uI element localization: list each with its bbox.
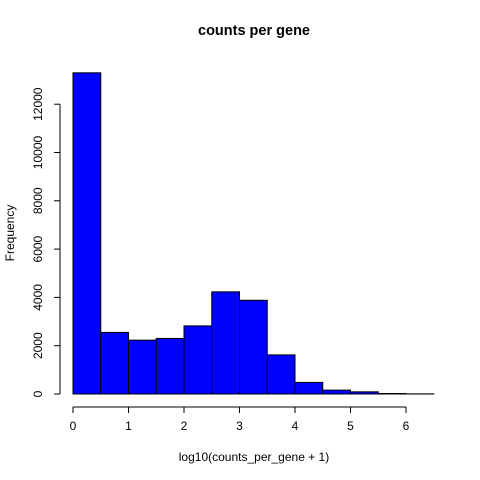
y-axis: 0 2000 4000 6000 8000 10000 12000 — [31, 87, 61, 397]
y-tick-label: 12000 — [31, 87, 45, 121]
histogram-bar-10 — [350, 391, 379, 395]
x-tick-label: 0 — [70, 419, 77, 433]
histogram-bar-9 — [322, 389, 351, 395]
x-axis-label: log10(counts_per_gene + 1) — [179, 450, 329, 464]
chart-title: counts per gene — [198, 23, 310, 39]
histogram-bar-0 — [72, 72, 102, 395]
y-tick-label: 2000 — [31, 332, 45, 359]
histogram-bar-4 — [183, 325, 213, 395]
bars-group — [72, 72, 435, 395]
x-tick-label: 1 — [125, 419, 132, 433]
histogram-bar-1 — [100, 331, 129, 395]
y-tick-label: 6000 — [31, 235, 45, 262]
histogram-bar-5 — [211, 291, 240, 395]
y-tick-label: 10000 — [31, 135, 45, 169]
x-tick-label: 2 — [181, 419, 188, 433]
x-axis: 0 1 2 3 4 5 6 — [70, 406, 410, 433]
x-tick-label: 5 — [347, 419, 354, 433]
histogram-bar-8 — [294, 381, 324, 395]
y-axis-label: Frequency — [3, 205, 17, 262]
y-tick-label: 4000 — [31, 284, 45, 311]
histogram-bar-3 — [155, 337, 185, 395]
y-tick-label: 0 — [31, 390, 45, 397]
histogram-bar-6 — [239, 299, 268, 395]
histogram-bar-7 — [266, 354, 296, 395]
y-tick-label: 8000 — [31, 187, 45, 214]
x-tick-label: 3 — [236, 419, 243, 433]
x-tick-label: 6 — [403, 419, 410, 433]
histogram-bar-2 — [128, 339, 157, 395]
x-tick-label: 4 — [292, 419, 299, 433]
